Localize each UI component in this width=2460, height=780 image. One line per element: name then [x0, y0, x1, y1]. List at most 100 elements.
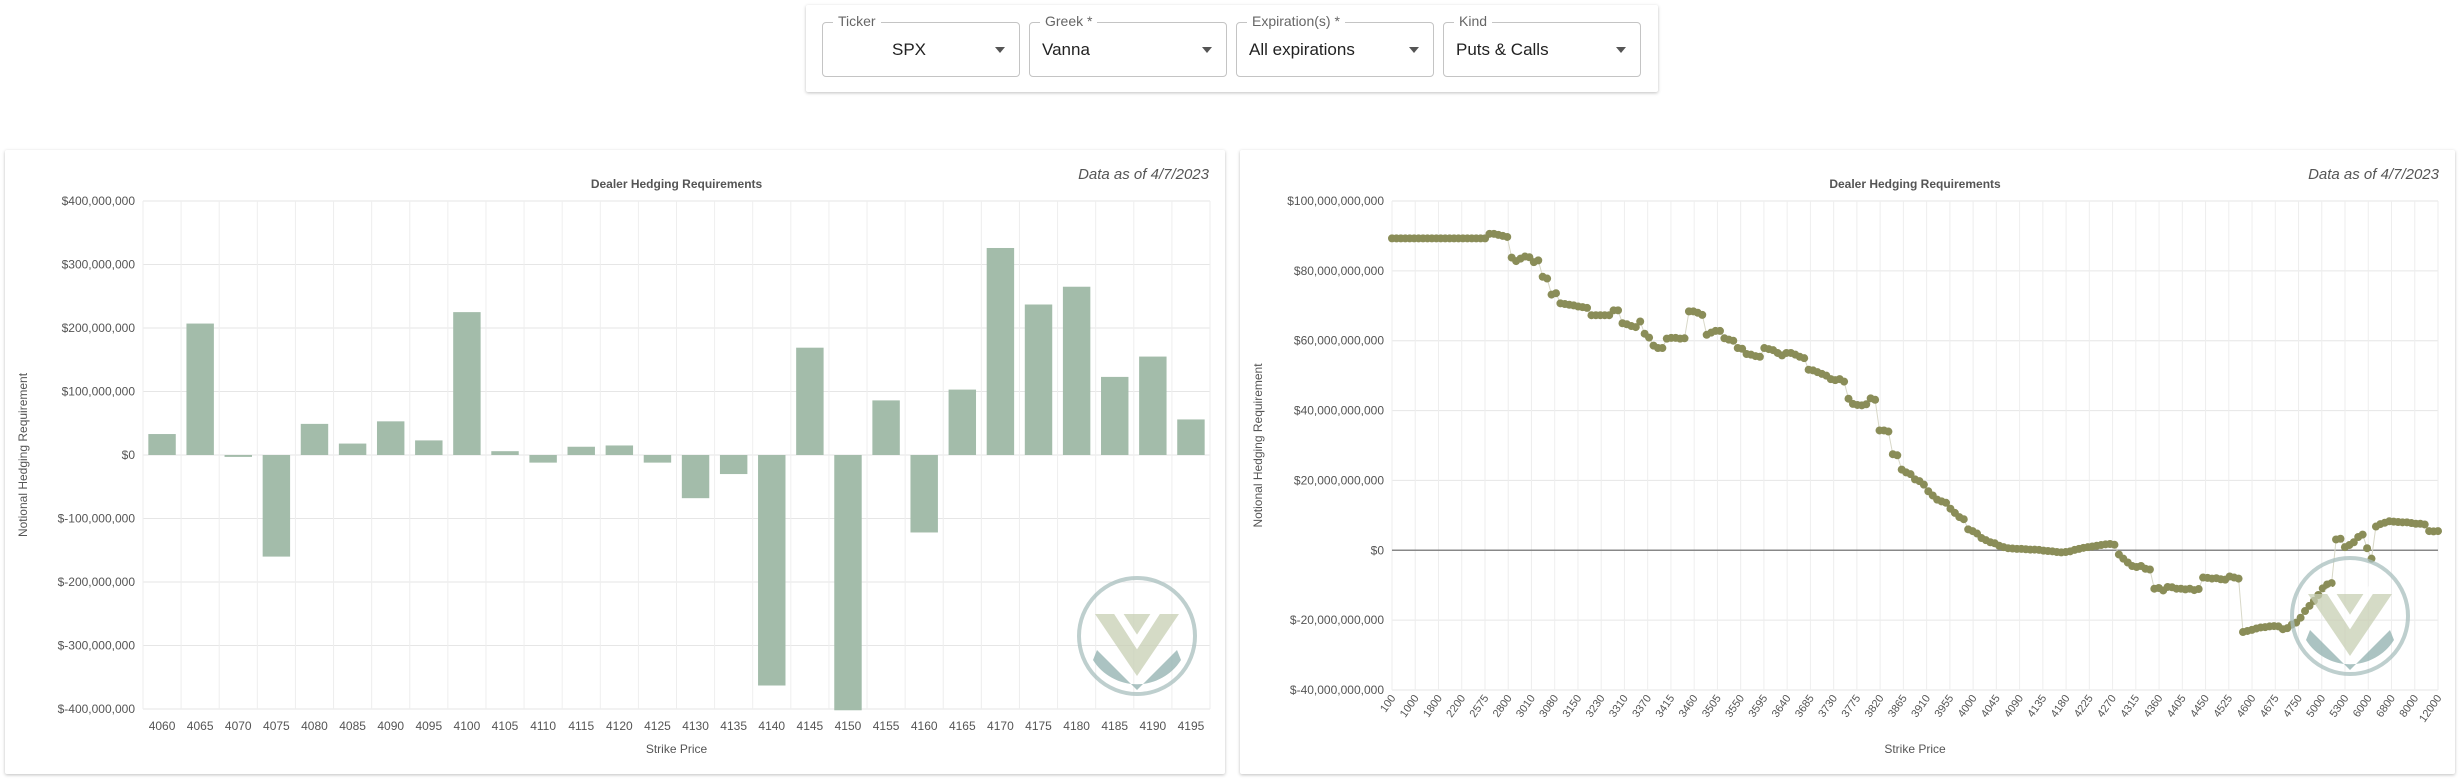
data-point [2145, 565, 2154, 574]
y-tick-label: $-20,000,000,000 [1290, 613, 1384, 627]
bar [796, 347, 824, 455]
x-tick-label: 2575 [1468, 693, 1492, 720]
greek-value: Vanna [1042, 40, 1090, 59]
x-tick-label: 4150 [835, 719, 862, 733]
data-point [1645, 333, 1654, 342]
x-axis-label: Strike Price [1884, 742, 1946, 756]
data-point [1698, 310, 1707, 319]
x-tick-label: 4000 [1956, 693, 1980, 720]
expirations-value: All expirations [1249, 40, 1355, 59]
x-tick-label: 4065 [187, 719, 214, 733]
bar-chart-panel: Data as of 4/7/2023 Dealer Hedging Requi… [5, 150, 1225, 774]
logo-ring [1077, 576, 1197, 696]
x-tick-label: 4110 [530, 719, 556, 733]
x-tick-label: 4090 [2002, 693, 2026, 720]
data-point [1800, 354, 1809, 363]
scatter-chart-panel: Data as of 4/7/2023 Dealer Hedging Requi… [1240, 150, 2455, 774]
bar-chart: Dealer Hedging Requirements $400,000,000 $… [16, 177, 1211, 756]
x-tick-label: 4175 [1025, 719, 1052, 733]
x-tick-label: 4135 [720, 719, 747, 733]
bar [910, 455, 938, 533]
x-tick-label: 4600 [2235, 693, 2259, 720]
x-tick-label: 4145 [797, 719, 824, 733]
x-tick-label: 3685 [1793, 693, 1817, 720]
data-point [1871, 395, 1880, 404]
x-tick-label: 4190 [1139, 719, 1166, 733]
x-tick-label: 3550 [1723, 693, 1747, 720]
bar [453, 312, 481, 455]
bar [643, 455, 672, 463]
data-point [1844, 394, 1853, 403]
x-tick-label: 4075 [263, 719, 290, 733]
logo-ring [2290, 556, 2410, 676]
x-tick-label: 3370 [1630, 693, 1654, 720]
x-tick-label: 3150 [1561, 693, 1585, 720]
data-point [2327, 579, 2336, 588]
x-tick-label: 4095 [415, 719, 442, 733]
greek-select[interactable]: Greek * Vanna [1029, 13, 1227, 77]
bar [1101, 376, 1129, 455]
data-point [1919, 480, 1928, 489]
x-tick-label: 4155 [873, 719, 900, 733]
x-tick-label: 4405 [2165, 693, 2189, 720]
x-tick-label: 4525 [2211, 693, 2235, 720]
x-tick-label: 1800 [1421, 693, 1445, 720]
data-point [2358, 530, 2367, 539]
x-tick-label: 1000 [1398, 693, 1422, 720]
bar [567, 446, 595, 455]
logo-lower [1093, 650, 1181, 690]
data-as-of-label: Data as of 4/7/2023 [2308, 166, 2439, 183]
x-tick-label: 6800 [2374, 693, 2398, 720]
y-tick-label: $40,000,000,000 [1294, 404, 1384, 418]
kind-value: Puts & Calls [1456, 40, 1549, 59]
x-axis-label: Strike Price [646, 742, 708, 756]
chart-title: Dealer Hedging Requirements [1829, 177, 2001, 191]
x-tick-label: 4180 [2049, 693, 2073, 720]
ticker-select[interactable]: Ticker SPX [822, 13, 1020, 77]
data-point [1840, 377, 1849, 386]
expirations-select[interactable]: Expiration(s) * All expirations [1236, 13, 1434, 77]
bar [262, 455, 291, 557]
x-tick-label: 3865 [1886, 693, 1910, 720]
scatter-chart: Dealer Hedging Requirements $100,000,000,… [1251, 177, 2444, 756]
y-tick-label: $0 [122, 448, 136, 462]
logo-chevron [1111, 605, 1163, 650]
data-point [1755, 352, 1764, 361]
y-tick-label: $-100,000,000 [58, 512, 136, 526]
data-as-of-label: Data as of 4/7/2023 [1078, 166, 1209, 183]
data-point [1738, 344, 1747, 353]
x-tick-label: 4675 [2258, 693, 2282, 720]
watermark-logo [2290, 556, 2410, 676]
data-point [1862, 400, 1871, 409]
y-tick-label: $80,000,000,000 [1294, 264, 1384, 278]
x-tick-label: 4180 [1063, 719, 1090, 733]
x-tick-label: 3820 [1863, 693, 1887, 720]
x-tick-label: 3230 [1584, 693, 1608, 720]
y-axis-label: Notional Hedging Requirement [1251, 363, 1265, 528]
data-point [1583, 303, 1592, 312]
x-tick-label: 4225 [2072, 693, 2096, 720]
data-point [2349, 538, 2358, 547]
data-point [1658, 344, 1667, 353]
data-point [1884, 427, 1893, 436]
x-tick-label: 5300 [2328, 693, 2352, 720]
y-tick-label: $-400,000,000 [58, 702, 136, 716]
y-tick-label: $60,000,000,000 [1294, 334, 1384, 348]
bar [338, 443, 367, 455]
x-tick-label: 3460 [1677, 693, 1701, 720]
x-tick-label: 3775 [1839, 693, 1863, 720]
bar [605, 445, 634, 455]
data-point [2301, 607, 2310, 616]
x-tick-label: 4185 [1101, 719, 1128, 733]
x-tick-label: 4060 [149, 719, 176, 733]
y-tick-label: $100,000,000,000 [1287, 194, 1384, 208]
x-tick-label: 12000 [2417, 693, 2444, 725]
x-tick-label: 4160 [911, 719, 938, 733]
bar [224, 455, 252, 457]
chevron-down-icon [1202, 47, 1212, 53]
data-point [2194, 585, 2203, 594]
x-tick-label: 4125 [644, 719, 671, 733]
y-tick-label: $-200,000,000 [58, 575, 136, 589]
chart-title: Dealer Hedging Requirements [591, 177, 763, 191]
kind-select[interactable]: Kind Puts & Calls [1443, 13, 1641, 77]
